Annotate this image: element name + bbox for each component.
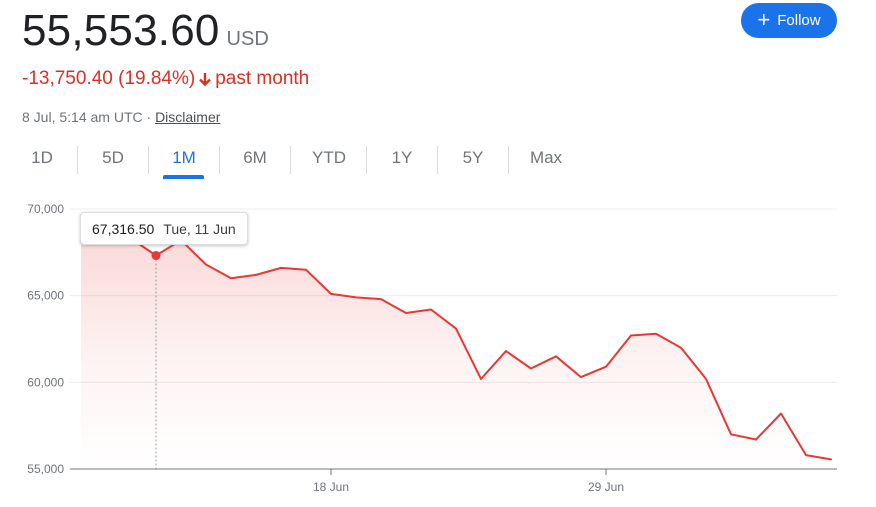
y-tick-label: 55,000	[27, 462, 64, 476]
change-amount: -13,750.40 (19.84%)	[22, 68, 196, 89]
data-point	[354, 295, 359, 300]
data-point	[379, 297, 384, 302]
data-point	[779, 411, 784, 416]
tab-max[interactable]: Max	[529, 148, 563, 167]
tab-divider	[219, 146, 220, 174]
data-point	[504, 349, 509, 354]
tab-ytd[interactable]: YTD	[312, 148, 346, 167]
follow-label: Follow	[777, 12, 821, 29]
plus-icon: +	[757, 6, 771, 32]
tab-5y[interactable]: 5Y	[462, 148, 484, 167]
data-point	[404, 311, 409, 316]
data-point	[804, 453, 809, 458]
data-point	[704, 376, 709, 381]
y-tick-label: 70,000	[27, 202, 64, 216]
price-area-fill	[81, 228, 831, 469]
follow-button[interactable]: + Follow	[741, 3, 837, 38]
timestamp: 8 Jul, 5:14 am UTC	[22, 109, 143, 125]
data-point	[579, 375, 584, 380]
data-point	[679, 345, 684, 350]
tab-1m[interactable]: 1M	[172, 148, 196, 167]
tab-divider	[77, 146, 78, 174]
price-header: 55,553.60 USD	[22, 6, 269, 56]
x-tick-label: 29 Jun	[588, 480, 624, 494]
data-point	[254, 272, 259, 277]
price-tooltip: 67,316.50 Tue, 11 Jun	[80, 212, 248, 245]
price-line	[80, 227, 832, 461]
meta-separator: ·	[146, 109, 152, 125]
current-price: 55,553.60	[22, 6, 220, 55]
price-change: -13,750.40 (19.84%) past month	[22, 68, 309, 90]
tab-5d[interactable]: 5D	[102, 148, 124, 167]
tab-1y[interactable]: 1Y	[391, 148, 413, 167]
arrow-down-icon	[198, 71, 212, 87]
data-point	[304, 267, 309, 272]
data-point	[729, 432, 734, 437]
data-point	[229, 276, 234, 281]
data-point	[454, 326, 459, 331]
hover-point	[151, 251, 161, 261]
tooltip-value: 67,316.50	[92, 220, 155, 237]
tab-1d[interactable]: 1D	[31, 148, 53, 167]
tooltip-date: Tue, 11 Jun	[163, 220, 236, 237]
y-tick-label: 65,000	[27, 289, 64, 303]
tab-divider	[508, 146, 509, 174]
data-point	[279, 265, 284, 270]
tab-divider	[148, 146, 149, 174]
data-point	[529, 366, 534, 371]
range-tabs: 1D 5D 1M 6M YTD 1Y 5Y Max	[0, 140, 600, 180]
data-point	[754, 437, 759, 442]
data-point	[629, 333, 634, 338]
data-point	[479, 376, 484, 381]
data-point	[829, 457, 834, 462]
data-point	[329, 291, 334, 296]
tab-6m[interactable]: 6M	[243, 148, 267, 167]
tab-divider	[366, 146, 367, 174]
data-point	[429, 307, 434, 312]
data-point	[554, 354, 559, 359]
tab-divider	[437, 146, 438, 174]
y-tick-label: 60,000	[27, 375, 64, 389]
x-tick-label: 18 Jun	[313, 480, 349, 494]
currency-code: USD	[226, 28, 269, 50]
active-tab-indicator	[163, 175, 204, 179]
data-point	[604, 364, 609, 369]
change-period: past month	[215, 68, 310, 89]
data-point	[204, 262, 209, 267]
timestamp-row: 8 Jul, 5:14 am UTC · Disclaimer	[22, 109, 220, 125]
data-point	[654, 331, 659, 336]
disclaimer-link[interactable]: Disclaimer	[155, 109, 221, 125]
tab-divider	[290, 146, 291, 174]
